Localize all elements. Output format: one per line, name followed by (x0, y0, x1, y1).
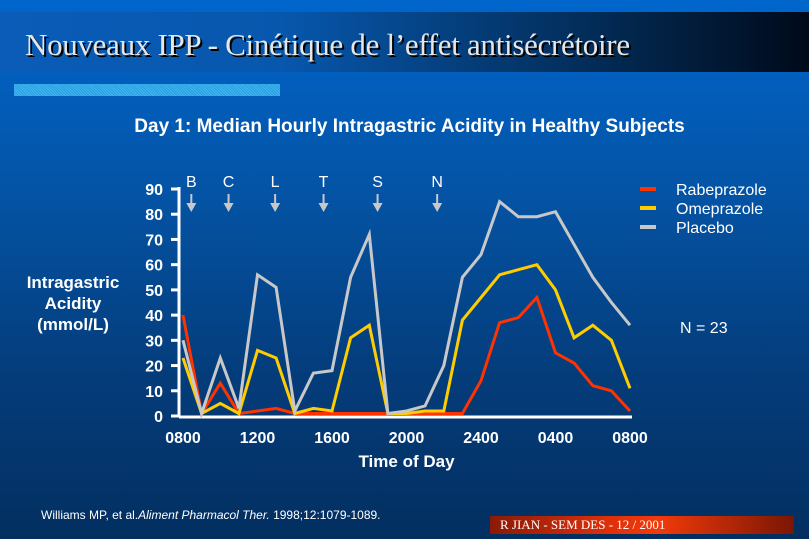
y-tick-label: 80 (145, 207, 163, 224)
legend-label: Placebo (676, 220, 734, 237)
x-tick-label: 2000 (389, 430, 425, 447)
meal-marker-label: T (319, 174, 329, 191)
meal-marker-label: B (186, 174, 197, 191)
series-line-rabeprazole (181, 294, 632, 418)
arrow-down-icon (186, 203, 197, 212)
meal-marker-label: C (223, 174, 235, 191)
arrow-down-icon (318, 203, 329, 212)
meal-marker-label: N (431, 174, 443, 191)
meal-marker-label: S (372, 174, 383, 191)
chart-title: Day 1: Median Hourly Intragastric Acidit… (134, 116, 685, 137)
y-tick-label: 30 (145, 333, 163, 350)
y-label-line: Acidity (44, 294, 102, 313)
legend-label: Rabeprazole (676, 182, 767, 199)
x-tick-label: 0800 (165, 430, 201, 447)
arrow-down-icon (372, 203, 383, 212)
y-tick-label: 50 (145, 283, 163, 300)
arrow-down-icon (432, 203, 443, 212)
y-tick-label: 70 (145, 232, 163, 249)
x-tick-label: 2400 (463, 430, 499, 447)
meal-marker-label: L (271, 174, 280, 191)
y-label-line: Intragastric (26, 273, 120, 292)
sample-size: N = 23 (680, 320, 728, 337)
y-tick-label: 90 (145, 182, 163, 199)
x-tick-label: 1600 (314, 430, 350, 447)
y-axis-label: Intragastric Acidity (mmol/L) (8, 272, 138, 335)
y-tick-label: 0 (154, 409, 163, 426)
citation: Williams MP, et al.Aliment Pharmacol The… (41, 508, 381, 522)
decorative-rule (14, 84, 280, 96)
citation-ref: 1998;12:1079-1089. (269, 508, 381, 522)
arrow-down-icon (223, 203, 234, 212)
title-banner (0, 12, 809, 72)
citation-authors: Williams MP, et al. (41, 508, 139, 522)
y-tick-label: 60 (145, 258, 163, 275)
y-tick-label: 40 (145, 308, 163, 325)
citation-journal: Aliment Pharmacol Ther. (138, 508, 270, 522)
x-axis-label: Time of Day (358, 452, 455, 471)
footer-banner: R JIAN - SEM DES - 12 / 2001 (490, 516, 794, 534)
y-tick-label: 20 (145, 359, 163, 376)
y-label-line: (mmol/L) (37, 315, 109, 334)
arrow-down-icon (270, 203, 281, 212)
y-tick-label: 10 (145, 384, 163, 401)
x-tick-label: 0400 (538, 430, 574, 447)
legend-label: Omeprazole (676, 201, 763, 218)
x-tick-label: 0800 (612, 430, 648, 447)
x-tick-label: 1200 (240, 430, 276, 447)
slide-title: Nouveaux IPP - Cinétique de l’effet anti… (25, 27, 630, 62)
